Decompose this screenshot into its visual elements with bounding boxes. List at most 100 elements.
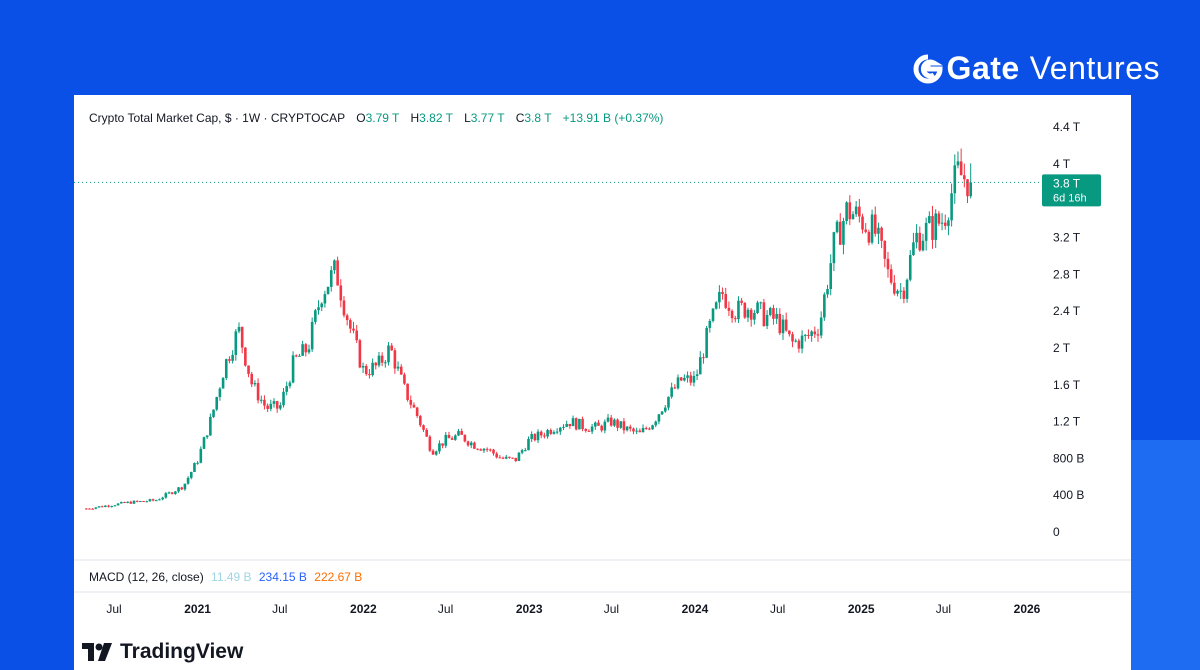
candle xyxy=(444,432,448,448)
candle-body xyxy=(129,501,133,504)
candle xyxy=(231,350,234,364)
price-badge-bg xyxy=(1042,174,1101,207)
tradingview-logo: TradingView xyxy=(82,640,243,664)
candle-body xyxy=(154,500,158,502)
price-badge: 3.8 T 6d 16h xyxy=(1042,174,1101,207)
candle xyxy=(495,451,498,459)
candle-body xyxy=(380,355,384,363)
candle-body xyxy=(148,499,152,502)
candle xyxy=(768,306,772,317)
x-tick-label: 2025 xyxy=(848,602,875,616)
x-tick-label: 2022 xyxy=(350,602,377,616)
candle-body xyxy=(673,387,677,389)
candle-body xyxy=(813,331,817,335)
macd-label: MACD (12, 26, close) xyxy=(89,570,204,584)
tradingview-logo-text: TradingView xyxy=(120,640,244,663)
candle-body xyxy=(619,421,623,428)
candle xyxy=(753,309,756,325)
candle-body xyxy=(937,213,941,224)
candle-body xyxy=(587,430,591,432)
candle xyxy=(718,285,721,309)
candle-body xyxy=(667,396,670,408)
candle xyxy=(180,486,184,491)
candle xyxy=(139,500,142,503)
candle xyxy=(749,308,753,327)
candle xyxy=(590,423,594,435)
candle-body xyxy=(288,382,292,387)
candle-body xyxy=(692,375,696,383)
x-tick-label: Jul xyxy=(936,602,951,616)
candle xyxy=(692,371,696,387)
candle-body xyxy=(495,453,498,458)
candle-body xyxy=(873,214,877,234)
candle-body xyxy=(743,302,747,318)
candle-body xyxy=(457,431,460,436)
candle-body xyxy=(559,427,562,432)
candle-body xyxy=(679,377,683,381)
candle xyxy=(339,279,343,308)
candle-body xyxy=(870,214,874,243)
candle xyxy=(164,491,168,499)
candle xyxy=(469,440,473,449)
candle-body xyxy=(969,182,972,197)
candle xyxy=(221,377,225,389)
candle-body xyxy=(352,328,355,331)
candle xyxy=(240,326,244,354)
candle-body xyxy=(158,499,161,501)
candle-body xyxy=(161,497,164,500)
candle xyxy=(387,342,390,366)
candle xyxy=(492,448,495,456)
candle-body xyxy=(304,344,308,353)
candle xyxy=(950,183,953,227)
candle-body xyxy=(209,416,212,436)
candle-body xyxy=(444,434,448,446)
candle xyxy=(934,209,937,248)
candle xyxy=(237,322,241,334)
candle-body xyxy=(835,221,839,233)
candle-body xyxy=(501,457,505,459)
candle-body xyxy=(498,457,502,459)
candle xyxy=(438,440,441,454)
candle-body xyxy=(781,319,785,334)
candle xyxy=(730,309,734,323)
price-chart[interactable]: 4.4 T 4 T 3.2 T 2.8 T 2.4 T 2 T 1.6 T 1.2 T 800 … xyxy=(74,95,1131,670)
candle xyxy=(829,254,833,296)
candle-body xyxy=(104,505,107,508)
candle xyxy=(568,423,572,429)
candle xyxy=(520,448,524,455)
y-tick-label: 1.6 T xyxy=(1053,378,1081,392)
candle-body xyxy=(718,291,721,303)
candle-body xyxy=(135,500,139,502)
candle-body xyxy=(788,330,791,335)
candle-body xyxy=(613,419,616,426)
candle xyxy=(403,372,406,385)
candle xyxy=(571,415,575,427)
candle-body xyxy=(791,334,794,342)
candle-body xyxy=(205,435,209,438)
candle-body xyxy=(460,431,463,435)
candle-body xyxy=(708,320,712,328)
candle xyxy=(555,428,559,435)
candle-body xyxy=(393,350,397,369)
candle-body xyxy=(810,331,813,337)
candle-body xyxy=(237,326,241,332)
candle-body xyxy=(374,362,378,366)
candle-body xyxy=(94,507,98,509)
candle xyxy=(896,289,899,297)
candle-body xyxy=(231,354,234,361)
candle xyxy=(333,259,336,274)
candle xyxy=(263,395,266,410)
candle-body xyxy=(676,377,680,389)
candle-body xyxy=(314,310,317,322)
candle-body xyxy=(119,502,123,504)
candle-body xyxy=(183,483,187,490)
candle xyxy=(272,398,276,408)
candle-body xyxy=(218,388,222,398)
candle xyxy=(632,427,635,435)
candle xyxy=(883,240,887,268)
candle-body xyxy=(431,450,435,455)
candle-body xyxy=(345,315,349,321)
candle-body xyxy=(174,491,177,494)
x-tick-label: Jul xyxy=(604,602,619,616)
candle xyxy=(775,307,778,324)
